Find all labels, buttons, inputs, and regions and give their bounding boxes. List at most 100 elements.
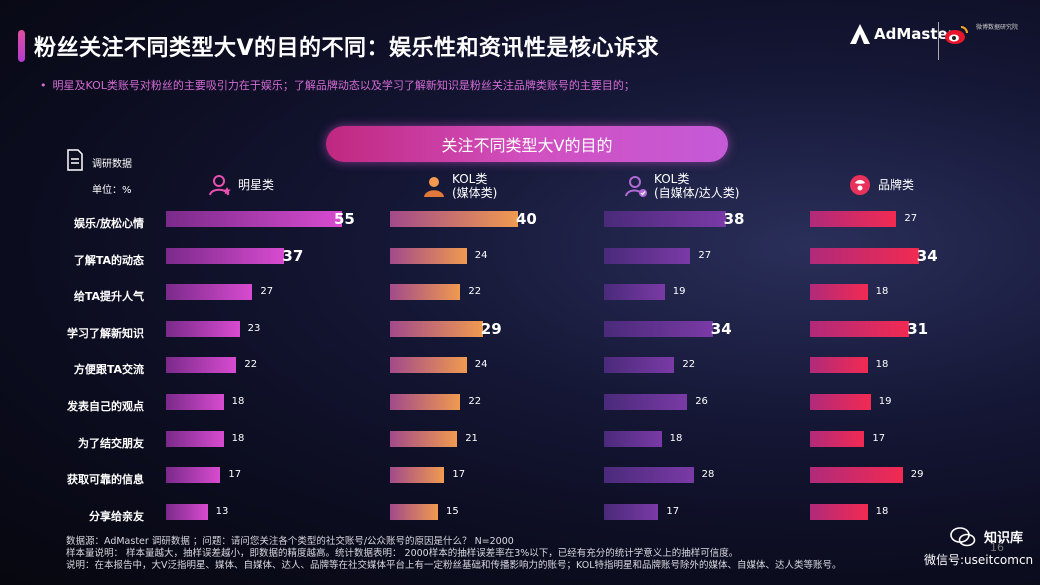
data-label: 22 [682, 359, 696, 371]
footer-sample-note: 样本量说明： 样本量越大，抽样误差越小，即数据的精度越高。统计数据表明： 200… [66, 548, 739, 559]
category-label: 为了结交朋友 [78, 436, 144, 450]
source-label: 调研数据 [92, 159, 132, 170]
column-header-3: KOL类 (自媒体/达人类) [624, 172, 739, 200]
series-name: 品牌类 [878, 178, 915, 192]
data-label: 55 [334, 210, 355, 228]
column-header-1: 明星类 [208, 173, 274, 197]
bar-self [604, 284, 665, 301]
data-label: 34 [710, 319, 732, 338]
column-header-4: 品牌类 [848, 173, 914, 197]
data-label: 28 [701, 469, 715, 481]
bar-kol [390, 247, 467, 264]
data-label: 23 [247, 322, 261, 334]
data-label: 38 [723, 210, 745, 228]
admaster-logo-text: AdMaster [874, 25, 956, 43]
data-label: 27 [698, 249, 712, 261]
kol-person-icon [422, 174, 446, 198]
wechat-icon [950, 527, 976, 547]
bar-brand [810, 503, 868, 520]
page-subtitle: • 明星及KOL类账号对粉丝的主要吸引力在于娱乐；了解品牌动态以及学习了解新知识是… [40, 77, 635, 93]
category-label: 发表自己的观点 [67, 400, 144, 413]
bar-self [604, 394, 688, 410]
bar-brand [810, 247, 919, 264]
data-label: 29 [480, 319, 502, 338]
bar-star [166, 467, 221, 484]
column-header-label: KOL类 (媒体类) [452, 172, 497, 200]
logo-divider [938, 22, 939, 60]
data-label: 18 [231, 432, 245, 444]
unit-label: 单位：% [92, 185, 132, 196]
data-label: 29 [910, 469, 924, 481]
footer-notes: 数据源：AdMaster 调研数据 ；问题：请问您关注各个类型的社交账号/公众账… [66, 536, 841, 572]
bar-star [166, 357, 237, 374]
data-label: 21 [465, 432, 478, 444]
bar-kol [390, 430, 458, 447]
admaster-logo: AdMaster [850, 24, 955, 44]
bar-kol [390, 320, 483, 337]
column-header-label: 明星类 [238, 178, 274, 192]
bar-self [604, 320, 713, 337]
series-name-sub: (媒体类) [452, 186, 498, 200]
series-name: 明星类 [238, 178, 275, 192]
bar-star [166, 320, 240, 337]
data-label: 24 [474, 249, 488, 261]
weibo-icon [945, 26, 968, 44]
bar-brand [810, 357, 868, 374]
bar-brand [810, 211, 897, 227]
bar-self [604, 503, 659, 520]
data-label: 18 [875, 505, 889, 517]
footer-source: 数据源：AdMaster 调研数据 ；问题：请问您关注各个类型的社交账号/公众账… [66, 536, 514, 547]
bar-kol [390, 467, 445, 484]
watermark-wechat-id: 微信号:useitcomcn [924, 553, 1034, 567]
bar-kol [390, 284, 461, 301]
data-label: 18 [875, 359, 889, 371]
bar-kol [390, 503, 438, 520]
data-label: 34 [916, 246, 938, 265]
category-label: 学习了解新知识 [67, 326, 144, 340]
brand-icon [848, 173, 872, 197]
series-name: KOL类 [654, 172, 690, 186]
bar-brand [810, 320, 910, 337]
bar-kol [390, 394, 461, 410]
bar-star [166, 503, 208, 520]
chart-title-pill: 关注不同类型大V的目的 [326, 126, 728, 162]
data-label: 26 [695, 396, 708, 407]
page-title: 粉丝关注不同类型大V的目的不同：娱乐性和资讯性是核心诉求 [34, 36, 660, 61]
category-label: 获取可靠的信息 [67, 473, 144, 487]
bar-self [604, 247, 691, 264]
data-label: 17 [872, 432, 886, 444]
data-label: 31 [907, 319, 929, 338]
data-label: 22 [468, 396, 482, 407]
data-label: 17 [228, 469, 242, 481]
bar-star [166, 211, 342, 227]
data-label: 19 [878, 396, 892, 407]
bar-star [166, 430, 224, 447]
footer-definition: 说明：在本报告中，大V泛指明星、媒体、自媒体、达人、品牌等在社交媒体平台上有一定… [66, 560, 842, 571]
page-number: 16 [990, 541, 1004, 554]
watermark-brand: 知识库 [984, 531, 1024, 546]
admaster-mark-icon [850, 24, 870, 44]
bar-brand [810, 467, 903, 484]
series-name-sub: (自媒体/达人类) [654, 186, 740, 200]
data-label: 15 [446, 505, 459, 517]
data-label: 27 [260, 286, 274, 298]
bar-brand [810, 284, 868, 301]
bar-self [604, 467, 694, 484]
bar-kol [390, 357, 467, 374]
bar-self [604, 211, 726, 227]
data-label: 37 [282, 246, 304, 265]
data-label: 19 [672, 286, 686, 298]
star-person-icon [208, 173, 232, 197]
series-name: KOL类 [452, 172, 488, 186]
category-label: 方便跟TA交流 [73, 363, 144, 377]
verified-person-icon [624, 174, 648, 198]
data-label: 22 [244, 359, 258, 371]
data-label: 18 [231, 396, 245, 407]
category-label: 分享给亲友 [89, 509, 144, 523]
data-label: 24 [474, 359, 488, 371]
bar-self [604, 357, 675, 374]
column-header-2: KOL类 (媒体类) [422, 172, 497, 200]
column-header-label: KOL类 (自媒体/达人类) [654, 172, 739, 200]
bar-star [166, 247, 285, 264]
weibo-logo-text: 微博数据研究院 [976, 24, 1019, 31]
